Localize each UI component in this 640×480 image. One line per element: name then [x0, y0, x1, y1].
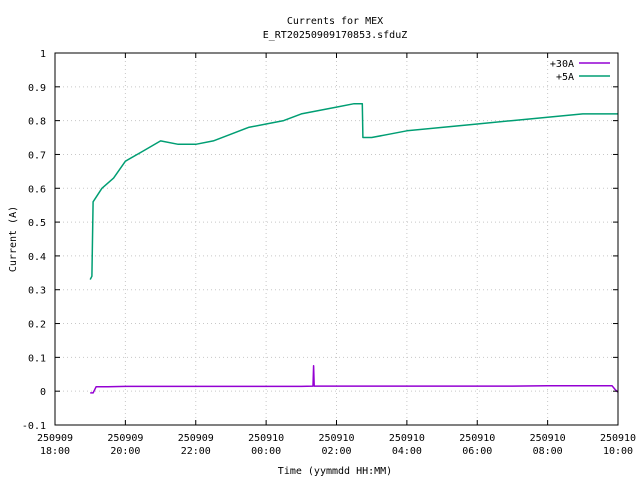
x-tick-time: 00:00	[251, 446, 281, 457]
y-tick-label: -0.1	[22, 421, 46, 432]
x-tick-time: 04:00	[392, 446, 422, 457]
y-axis-label: Current (A)	[8, 206, 19, 272]
x-tick-time: 18:00	[40, 446, 70, 457]
y-tick-label: 0.2	[28, 320, 46, 331]
x-axis-label: Time (yymmdd HH:MM)	[278, 466, 392, 477]
y-tick-label: 0.9	[28, 83, 46, 94]
y-tick-label: 0.5	[28, 218, 46, 229]
y-tick-label: 1	[40, 49, 46, 60]
y-tick-label: 0.8	[28, 117, 46, 128]
x-tick-date: 250909	[178, 433, 214, 444]
x-tick-time: 08:00	[533, 446, 563, 457]
x-tick-date: 250910	[530, 433, 566, 444]
axis-ticks: -0.1 0 0.1 0.2 0.3 0.4 0.5 0.6 0.7 0.8 0.9 1 250909 1…	[22, 49, 636, 457]
y-tick-label: 0.3	[28, 286, 46, 297]
chart-title: Currents for MEX	[287, 16, 383, 27]
x-tick-date: 250910	[389, 433, 425, 444]
chart-subtitle: E_RT20250909170853.sfduZ	[263, 30, 408, 41]
y-tick-label: 0.7	[28, 150, 46, 161]
x-tick-time: 20:00	[110, 446, 140, 457]
y-tick-label: 0.4	[28, 252, 46, 263]
series-line	[90, 365, 619, 394]
x-tick-time: 10:00	[603, 446, 633, 457]
x-tick-date: 250910	[600, 433, 636, 444]
grid-lines	[54, 52, 619, 426]
y-tick-label: 0	[40, 387, 46, 398]
y-tick-label: 0.6	[28, 184, 46, 195]
x-tick-date: 250910	[459, 433, 495, 444]
series-layer	[89, 102, 619, 394]
y-tick-label: 0.1	[28, 353, 46, 364]
x-tick-date: 250910	[318, 433, 354, 444]
legend-label: +30A	[550, 59, 574, 70]
x-tick-time: 02:00	[321, 446, 351, 457]
x-tick-date: 250909	[37, 433, 73, 444]
x-tick-time: 06:00	[462, 446, 492, 457]
legend-label: +5A	[556, 72, 574, 83]
series-line	[89, 102, 618, 280]
x-tick-date: 250909	[107, 433, 143, 444]
x-tick-date: 250910	[248, 433, 284, 444]
legend: +30A +5A	[550, 59, 610, 83]
x-tick-time: 22:00	[181, 446, 211, 457]
